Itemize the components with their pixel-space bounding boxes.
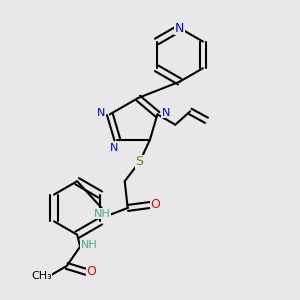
Text: N: N [175, 22, 184, 34]
Text: NH: NH [94, 209, 111, 219]
Text: CH₃: CH₃ [31, 271, 52, 281]
Text: NH: NH [81, 240, 98, 250]
Text: N: N [98, 108, 106, 118]
Text: S: S [136, 155, 144, 168]
Text: N: N [110, 143, 118, 153]
Text: N: N [162, 108, 170, 118]
Text: O: O [150, 199, 160, 212]
Text: O: O [86, 266, 96, 278]
